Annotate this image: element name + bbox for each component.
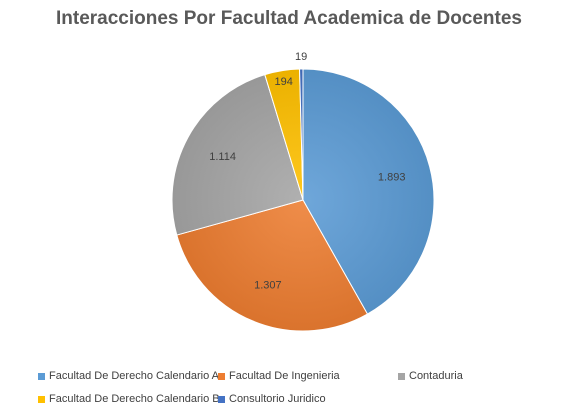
legend-item-consultorio-juridico: Consultorio Juridico: [218, 393, 326, 405]
legend-label: Consultorio Juridico: [229, 393, 326, 405]
data-label-facultad-de-derecho-calendario-a: 1.893: [378, 172, 406, 184]
legend-swatch: [38, 372, 45, 380]
data-label-facultad-de-ingenieria: 1.307: [254, 280, 282, 292]
pie-slice-contaduria: [171, 74, 304, 236]
data-label-consultorio-juridico: 19: [295, 51, 307, 63]
legend-swatch: [398, 372, 405, 380]
pie-slice-facultad-de-derecho-calendario-a: [302, 68, 435, 315]
legend-label: Contaduria: [409, 370, 463, 382]
chart-title: Interacciones Por Facultad Academica de …: [55, 8, 523, 29]
pie-slice-facultad-de-ingenieria: [176, 199, 369, 332]
legend-swatch: [218, 395, 225, 403]
legend-item-contaduria: Contaduria: [398, 370, 463, 382]
data-label-facultad-de-derecho-calendario-b: 194: [275, 76, 293, 88]
legend-label: Facultad De Derecho Calendario B: [49, 393, 220, 405]
legend-item-facultad-de-derecho-calendario-a: Facultad De Derecho Calendario A: [38, 370, 219, 382]
legend-label: Facultad De Derecho Calendario A: [49, 370, 219, 382]
legend-item-facultad-de-derecho-calendario-b: Facultad De Derecho Calendario B: [38, 393, 220, 405]
data-label-contaduria: 1.114: [209, 151, 236, 163]
legend-label: Facultad De Ingenieria: [229, 370, 340, 382]
legend-swatch: [38, 395, 45, 403]
pie-slice-consultorio-juridico: [299, 68, 304, 201]
legend-item-facultad-de-ingenieria: Facultad De Ingenieria: [218, 370, 340, 382]
legend-swatch: [218, 372, 225, 380]
